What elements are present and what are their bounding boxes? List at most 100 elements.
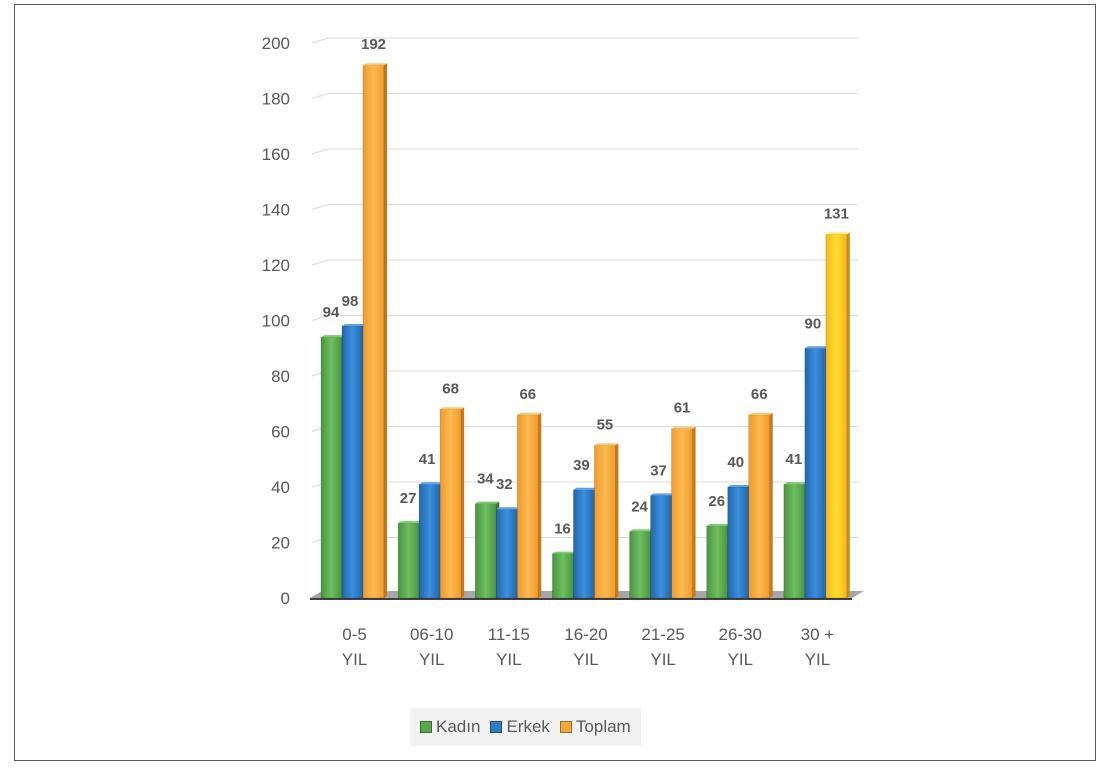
bar-top — [825, 232, 850, 235]
bar-top — [496, 507, 521, 510]
bar-top — [594, 443, 619, 446]
bar-toplam-1 — [439, 408, 462, 599]
bar-top — [629, 529, 654, 532]
data-label: 131 — [824, 205, 849, 222]
bar-top — [706, 523, 731, 526]
data-label: 98 — [342, 293, 359, 310]
gridline-depth — [311, 259, 329, 266]
bar-top — [363, 63, 387, 66]
legend-label-erkek: Erkek — [506, 717, 550, 736]
y-tick-label: 60 — [271, 423, 290, 442]
data-label: 66 — [519, 386, 536, 403]
y-tick-label: 100 — [262, 312, 290, 331]
bar-toplam-4 — [671, 428, 693, 599]
bar-top — [475, 501, 500, 504]
x-tick-label: 0-5 YIL — [342, 625, 368, 669]
bar-kadn-0 — [320, 336, 343, 599]
bar-top — [783, 482, 808, 485]
bar-top — [419, 482, 444, 485]
data-label: 26 — [708, 493, 725, 510]
bar-toplam-5 — [748, 414, 771, 599]
legend-item-kadin: Kadın — [420, 717, 480, 737]
gridline-depth — [311, 37, 329, 44]
bar-toplam-0 — [362, 64, 385, 599]
data-label: 40 — [727, 454, 744, 471]
x-tick-label: 16-20 YIL — [564, 625, 607, 669]
bar-top — [342, 324, 366, 327]
data-label: 39 — [573, 457, 590, 474]
x-tick-label: 11-15 YIL — [488, 625, 530, 669]
data-label: 37 — [650, 462, 667, 479]
legend-swatch-toplam — [559, 721, 572, 733]
legend-item-erkek: Erkek — [490, 717, 550, 737]
legend-item-toplam: Toplam — [559, 717, 631, 737]
data-label: 61 — [674, 400, 691, 417]
data-label: 34 — [477, 471, 494, 488]
y-tick-label: 40 — [271, 478, 290, 497]
bar-top — [748, 412, 773, 415]
bar-side — [846, 232, 850, 598]
bar-erkek-4 — [650, 495, 672, 599]
y-axis-ticks: 0 20 40 60 80 100 120 140 160 180 200 — [262, 34, 290, 608]
data-label: 90 — [805, 315, 822, 332]
legend-label-kadin: Kadın — [436, 717, 481, 736]
gridline-depth — [311, 93, 329, 99]
bar-toplam-3 — [594, 445, 616, 599]
chart-frame — [14, 4, 1096, 761]
bar-top — [440, 407, 465, 410]
bar-erkek-6 — [804, 347, 827, 599]
bar-kadn-5 — [706, 525, 729, 599]
data-label: 66 — [751, 386, 768, 403]
bar-erkek-3 — [573, 489, 595, 599]
bars — [320, 63, 850, 599]
bar-kadn-4 — [629, 531, 651, 599]
data-label: 41 — [786, 451, 803, 468]
y-tick-label: 160 — [262, 145, 290, 164]
gridline-depth — [311, 315, 329, 321]
bar-top — [552, 551, 577, 554]
bar-kadn-1 — [397, 522, 420, 599]
data-label: 24 — [631, 498, 648, 515]
x-axis-ticks: 0-5 YIL 06-10 YIL 11-15 YIL 16-20 YIL 21-25 YIL 26… — [342, 625, 834, 669]
y-tick-label: 120 — [262, 256, 290, 275]
bar-erkek-1 — [418, 483, 441, 599]
legend-label-toplam: Toplam — [575, 717, 631, 736]
x-tick-label: 21-25 YIL — [641, 625, 684, 669]
x-tick-label: 26-30 YIL — [719, 625, 762, 669]
bar-side — [384, 63, 387, 598]
bar-kadn-6 — [783, 483, 806, 599]
bar-erkek-2 — [495, 508, 518, 599]
bar-top — [671, 426, 696, 429]
bar-top — [517, 412, 542, 415]
bar-erkek-5 — [727, 486, 750, 599]
legend-swatch-erkek — [490, 721, 503, 733]
bar-side — [461, 407, 465, 598]
y-tick-label: 200 — [262, 34, 290, 53]
bar-top — [573, 487, 598, 490]
x-tick-label: 30 + YIL — [801, 625, 835, 669]
bar-side — [538, 412, 542, 598]
data-label: 68 — [442, 380, 459, 397]
data-label: 192 — [361, 36, 386, 53]
bar-kadn-2 — [474, 503, 497, 599]
data-label: 27 — [400, 490, 417, 507]
bar-top — [321, 335, 345, 338]
bar-top — [727, 485, 752, 487]
bar-side — [692, 426, 696, 598]
data-label: 55 — [597, 416, 614, 433]
gridline-depth — [311, 204, 329, 210]
bar-top — [650, 493, 675, 496]
y-tick-label: 0 — [281, 589, 290, 608]
bar-erkek-0 — [341, 325, 364, 599]
bar-kadn-3 — [552, 553, 574, 599]
bar-top — [398, 521, 423, 524]
data-label: 32 — [496, 476, 513, 493]
y-tick-label: 20 — [271, 534, 290, 553]
data-label: 94 — [323, 304, 340, 321]
x-tick-label: 06-10 YIL — [410, 625, 453, 669]
gridline-depth — [311, 148, 329, 155]
bar-toplam-2 — [516, 414, 539, 599]
bar-side — [769, 412, 773, 598]
